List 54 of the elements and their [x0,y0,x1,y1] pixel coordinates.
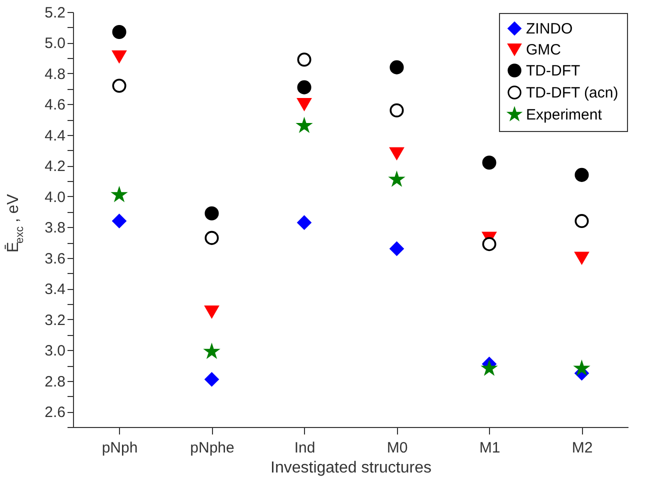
point [297,98,312,110]
point [204,372,219,386]
x-axis-title: Investigated structures [270,460,432,476]
point [482,156,496,170]
legend-label: TD-DFT (acn) [526,84,618,102]
y-tick-label: 4.8 [44,66,66,83]
y-tick-label: 3.4 [44,281,66,298]
point [204,206,219,220]
y-tick-label: 3.0 [44,342,66,360]
y-tick-label: 3.2 [44,312,66,329]
y-tick-label: 4.6 [44,96,66,114]
point [574,168,589,182]
point [112,188,126,201]
y-tick-label: 5.2 [44,4,66,22]
y-tick-label: 4.2 [44,158,66,176]
y-tick-label: 5.0 [44,35,66,52]
point [297,52,312,67]
point [574,252,589,264]
point [112,24,126,39]
point [575,362,588,374]
y-tick-label: 4.4 [44,127,66,144]
y-tick-label: 2.6 [44,404,66,422]
x-tick-label: pNphe [190,440,234,456]
y-tick-label: 4.0 [44,188,66,206]
point [574,214,589,228]
y-tick-label: 2.8 [44,373,66,390]
point [112,50,126,63]
point [390,60,404,74]
x-tick-label: M2 [572,440,593,456]
y-tick-label: 3.6 [44,250,66,268]
legend-label: Experiment [526,106,603,124]
point [205,344,218,358]
y-tick-label: 3.8 [44,220,66,237]
point [204,306,219,318]
point [112,214,126,228]
point [390,103,404,118]
x-tick-label: pNph [102,440,138,456]
point [297,80,312,94]
x-tick-label: Ind [294,440,316,456]
point [204,230,219,245]
x-tick-label: M0 [386,440,408,456]
point [482,362,496,374]
point [297,216,312,230]
legend-label: TD-DFT [526,62,580,80]
legend-label: GMC [526,42,562,58]
point [112,78,126,93]
legend-label: ZINDO [526,20,573,38]
y-axis-title: Ēexc, eV [4,194,26,252]
point [482,237,496,252]
point [298,118,311,132]
point [390,172,404,186]
point [390,147,404,160]
point [390,242,404,256]
x-tick-label: M1 [479,440,500,456]
